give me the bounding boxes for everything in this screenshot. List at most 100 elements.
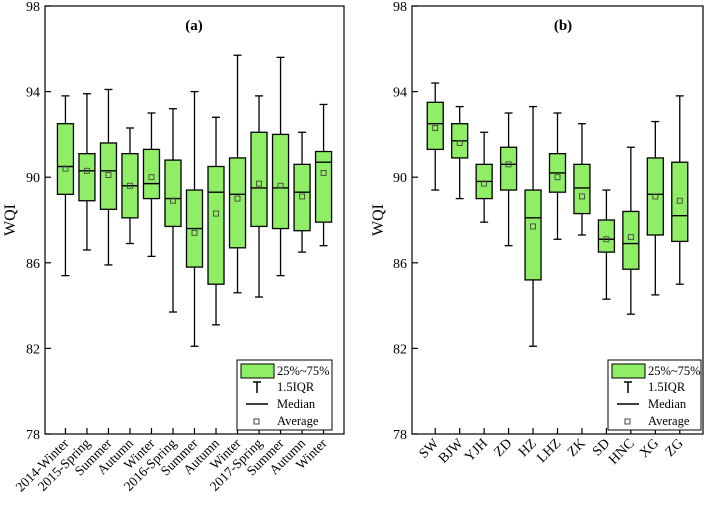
mean-marker xyxy=(83,167,90,174)
legend-label-whisker-b: 1.5IQR xyxy=(648,380,686,394)
x-tick-label: HNC xyxy=(606,436,638,468)
iqr-box xyxy=(622,210,640,270)
mean-marker xyxy=(676,197,683,204)
x-tick-label: LHZ xyxy=(534,436,564,466)
legend-box-a xyxy=(236,359,333,431)
panel-a: (a) WQI 78 82 86 90 94 98 2014-Winter2015-Spr… xyxy=(2,0,345,495)
mean-marker xyxy=(456,140,463,146)
legend-a: 25%~75% 1.5IQR Median Average xyxy=(236,359,333,431)
iqr-box xyxy=(597,219,616,253)
mean-marker xyxy=(603,236,610,243)
legend-symbol-average-b xyxy=(624,418,631,425)
mean-marker xyxy=(320,169,327,176)
mean-marker xyxy=(234,195,241,202)
iqr-box xyxy=(56,123,75,195)
mean-marker xyxy=(105,172,112,179)
box-hz xyxy=(524,105,542,347)
box-sd xyxy=(597,189,616,300)
boxes-a xyxy=(56,54,333,347)
x-tick-label: BJW xyxy=(436,436,467,467)
legend-label-average-a: Average xyxy=(277,414,319,428)
iqr-box xyxy=(78,153,96,202)
boxes-b xyxy=(426,82,689,347)
y-ticks-a: 78 82 86 90 94 98 xyxy=(26,0,51,443)
box-2014-winter xyxy=(56,95,75,277)
iqr-box xyxy=(524,189,542,281)
x-tick-label: ZG xyxy=(663,436,687,460)
box-winter xyxy=(228,54,247,294)
box-winter xyxy=(142,112,161,258)
y-tick-label: 94 xyxy=(26,86,40,101)
y-tick-label: 82 xyxy=(393,342,407,357)
mean-marker xyxy=(554,174,561,181)
legend-label-median-b: Median xyxy=(648,397,687,411)
iqr-box xyxy=(314,150,333,223)
box-zg xyxy=(671,95,689,285)
x-tick-label: XG xyxy=(637,436,662,461)
box-2016-spring xyxy=(164,108,182,313)
legend-b: 25%~75% 1.5IQR Median Average xyxy=(607,359,702,431)
box-hnc xyxy=(622,146,640,315)
box-winter xyxy=(314,103,333,247)
x-tick-label: ZK xyxy=(565,436,589,460)
legend-label-whisker-a: 1.5IQR xyxy=(277,380,315,394)
iqr-box xyxy=(250,131,268,228)
box-autumn xyxy=(121,127,139,245)
box-2017-spring xyxy=(250,95,268,298)
mean-marker xyxy=(627,234,634,241)
y-tick-label: 78 xyxy=(26,428,40,443)
legend-label-iqr-a: 25%~75% xyxy=(277,364,330,378)
iqr-box xyxy=(164,159,182,228)
iqr-box xyxy=(499,146,518,191)
chart-title-a: (a) xyxy=(185,18,203,34)
mean-marker xyxy=(213,210,219,217)
box-autumn xyxy=(207,116,225,326)
y-ticks-b: 78 82 86 90 94 98 xyxy=(393,0,418,443)
mean-marker xyxy=(127,182,133,189)
mean-marker xyxy=(505,161,512,168)
iqr-box xyxy=(573,163,591,215)
box-2015-spring xyxy=(78,93,96,251)
y-tick-label: 90 xyxy=(26,171,40,186)
y-axis-label-b: WQI xyxy=(370,204,387,236)
box-autumn xyxy=(293,131,311,253)
box-zd xyxy=(499,112,518,247)
mean-marker xyxy=(170,197,176,204)
box-sw xyxy=(426,82,444,191)
legend-label-median-a: Median xyxy=(277,397,316,411)
mean-marker xyxy=(277,182,284,189)
x-tick-label: YJH xyxy=(462,436,491,465)
box-bjw xyxy=(451,105,469,200)
mean-marker xyxy=(299,193,306,200)
box-xg xyxy=(646,120,664,296)
mean-marker xyxy=(579,193,585,200)
y-tick-label: 94 xyxy=(393,86,407,101)
mean-marker xyxy=(530,223,536,230)
legend-symbol-average-a xyxy=(253,418,260,425)
iqr-box xyxy=(646,157,664,236)
chart-title-b: (b) xyxy=(554,18,572,34)
iqr-box xyxy=(271,133,290,230)
y-tick-label: 78 xyxy=(393,428,407,443)
y-tick-label: 86 xyxy=(393,257,407,272)
mean-marker xyxy=(432,125,439,131)
y-tick-label: 82 xyxy=(26,342,40,357)
x-ticks-a: 2014-Winter2015-SpringSummerAutumnWinter… xyxy=(13,428,330,495)
x-tick-label: ZD xyxy=(492,436,516,460)
mean-marker xyxy=(256,180,262,187)
box-zk xyxy=(573,123,591,236)
iqr-box xyxy=(671,161,689,243)
iqr-box xyxy=(99,142,118,210)
y-tick-label: 98 xyxy=(26,0,40,15)
iqr-box xyxy=(293,163,311,232)
iqr-box xyxy=(142,148,161,200)
box-lhz xyxy=(548,112,567,240)
mean-marker xyxy=(148,174,155,181)
legend-label-iqr-b: 25%~75% xyxy=(648,364,701,378)
box-summer xyxy=(185,90,204,347)
mean-marker xyxy=(652,193,659,200)
y-axis-label-a: WQI xyxy=(2,204,19,236)
mean-marker xyxy=(481,180,488,187)
